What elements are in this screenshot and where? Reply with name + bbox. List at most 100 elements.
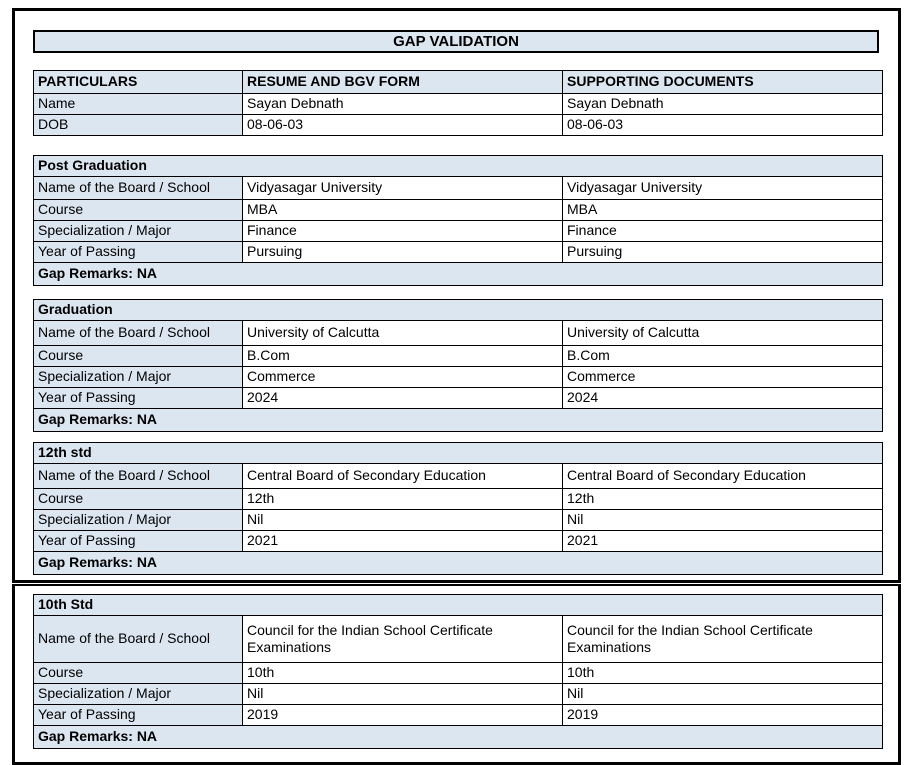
table-row-board: Name of the Board / School University of… — [33, 320, 883, 346]
section-header-row: Graduation — [33, 299, 883, 321]
section-title: Graduation — [33, 299, 883, 321]
document-viewport: GAP VALIDATION PARTICULARS RESUME AND BG… — [12, 8, 901, 765]
field-label: Specialization / Major — [33, 366, 243, 388]
field-value: Commerce — [562, 366, 883, 388]
table-row-specialization: Specialization / Major Nil Nil — [33, 683, 884, 705]
field-value: 2019 — [561, 704, 884, 726]
field-value: 2019 — [242, 704, 563, 726]
document-title: GAP VALIDATION — [393, 33, 519, 50]
field-value: 12th — [242, 488, 563, 510]
table-row-specialization: Specialization / Major Commerce Commerce — [33, 366, 883, 388]
field-label: Specialization / Major — [33, 509, 243, 531]
table-row-course: Course MBA MBA — [33, 199, 884, 221]
section-title: 12th std — [32, 442, 884, 464]
table-row-year: Year of Passing Pursuing Pursuing — [33, 241, 884, 263]
field-value: MBA — [242, 199, 563, 221]
gap-remarks: Gap Remarks: NA — [32, 262, 884, 286]
field-value: University of Calcutta — [562, 320, 883, 346]
field-value: 2021 — [242, 530, 563, 552]
field-value: Nil — [561, 509, 884, 531]
field-label: Specialization / Major — [33, 220, 243, 242]
gap-remarks-row: Gap Remarks: NA — [33, 408, 883, 432]
field-label: Year of Passing — [33, 704, 243, 726]
field-value: 2024 — [562, 387, 883, 409]
gap-remarks-row: Gap Remarks: NA — [32, 551, 884, 575]
table-row-specialization: Specialization / Major Nil Nil — [33, 509, 884, 531]
field-value: B.Com — [242, 345, 563, 367]
field-label: Name of the Board / School — [33, 463, 243, 489]
field-value: B.Com — [562, 345, 883, 367]
field-label: Course — [33, 345, 243, 367]
document-page-2: 10th Std Name of the Board / School Coun… — [12, 584, 901, 765]
table-row-year: Year of Passing 2021 2021 — [33, 530, 884, 552]
field-value: Central Board of Secondary Education — [561, 463, 884, 489]
section-header-row: Post Graduation — [32, 155, 884, 177]
table-row-specialization: Specialization / Major Finance Finance — [33, 220, 884, 242]
column-header-resume: RESUME AND BGV FORM — [242, 70, 563, 94]
field-value: MBA — [561, 199, 884, 221]
field-value: Nil — [561, 683, 884, 705]
field-label: Name of the Board / School — [33, 176, 243, 200]
field-value: 2024 — [242, 387, 563, 409]
field-value: Nil — [242, 683, 563, 705]
section-table-12th-std: 12th std Name of the Board / School Cent… — [32, 442, 884, 575]
document-page-1: GAP VALIDATION PARTICULARS RESUME AND BG… — [12, 8, 901, 583]
field-label: Name of the Board / School — [33, 320, 243, 346]
column-header-particulars: PARTICULARS — [33, 70, 243, 94]
field-value: Commerce — [242, 366, 563, 388]
field-value: Sayan Debnath — [242, 93, 563, 115]
field-label: Course — [33, 662, 243, 684]
gap-remarks-row: Gap Remarks: NA — [32, 262, 884, 286]
section-title: Post Graduation — [32, 155, 884, 177]
field-value: 12th — [561, 488, 884, 510]
field-label: Year of Passing — [33, 241, 243, 263]
gap-remarks: Gap Remarks: NA — [33, 408, 883, 432]
field-value: Central Board of Secondary Education — [242, 463, 563, 489]
field-value: Finance — [561, 220, 884, 242]
section-header-row: 12th std — [32, 442, 884, 464]
field-label: Year of Passing — [33, 387, 243, 409]
field-value: Pursuing — [561, 241, 884, 263]
gap-remarks-row: Gap Remarks: NA — [32, 725, 884, 749]
table-row-course: Course 12th 12th — [33, 488, 884, 510]
table-row-board: Name of the Board / School Central Board… — [33, 463, 884, 489]
field-label: Name — [33, 93, 243, 115]
field-label: Year of Passing — [33, 530, 243, 552]
table-row-course: Course 10th 10th — [33, 662, 884, 684]
gap-remarks: Gap Remarks: NA — [32, 551, 884, 575]
field-value: Finance — [242, 220, 563, 242]
section-table-post-graduation: Post Graduation Name of the Board / Scho… — [32, 155, 884, 286]
field-value: 08-06-03 — [242, 114, 563, 136]
table-row-year: Year of Passing 2019 2019 — [33, 704, 884, 726]
candidate-info-table: PARTICULARS RESUME AND BGV FORM SUPPORTI… — [33, 70, 883, 136]
section-table-graduation: Graduation Name of the Board / School Un… — [33, 299, 883, 432]
field-value: Nil — [242, 509, 563, 531]
field-value: 08-06-03 — [562, 114, 883, 136]
table-row-board: Name of the Board / School Council for t… — [33, 615, 884, 663]
table-row-year: Year of Passing 2024 2024 — [33, 387, 883, 409]
field-value: Vidyasagar University — [242, 176, 563, 200]
field-value: 10th — [561, 662, 884, 684]
field-value: Sayan Debnath — [562, 93, 883, 115]
table-row-board: Name of the Board / School Vidyasagar Un… — [33, 176, 884, 200]
table-row-name: Name Sayan Debnath Sayan Debnath — [33, 93, 883, 115]
field-label: DOB — [33, 114, 243, 136]
section-title: 10th Std — [32, 594, 884, 616]
column-header-supporting: SUPPORTING DOCUMENTS — [562, 70, 883, 94]
field-value: 2021 — [561, 530, 884, 552]
field-value: Pursuing — [242, 241, 563, 263]
document-title-bar: GAP VALIDATION — [33, 30, 879, 53]
field-value: Vidyasagar University — [561, 176, 884, 200]
field-label: Specialization / Major — [33, 683, 243, 705]
gap-remarks: Gap Remarks: NA — [32, 725, 884, 749]
field-value: Council for the Indian School Certificat… — [561, 615, 884, 663]
table-row-dob: DOB 08-06-03 08-06-03 — [33, 114, 883, 136]
section-header-row: 10th Std — [32, 594, 884, 616]
field-value: 10th — [242, 662, 563, 684]
info-header-row: PARTICULARS RESUME AND BGV FORM SUPPORTI… — [33, 70, 883, 94]
field-label: Course — [33, 199, 243, 221]
field-value: Council for the Indian School Certificat… — [242, 615, 563, 663]
section-table-10th-std: 10th Std Name of the Board / School Coun… — [32, 594, 884, 749]
table-row-course: Course B.Com B.Com — [33, 345, 883, 367]
field-label: Name of the Board / School — [33, 615, 243, 663]
